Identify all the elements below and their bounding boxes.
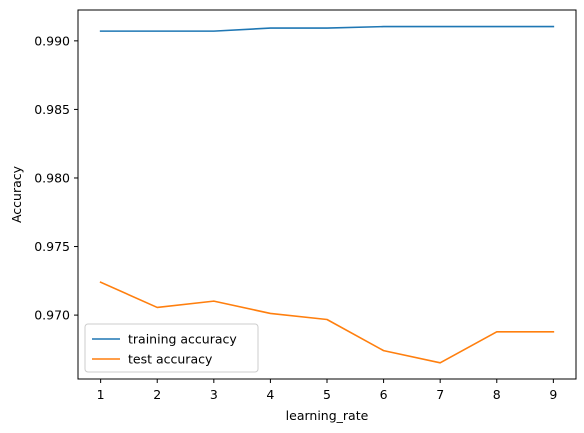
x-tick-label-7: 8 xyxy=(493,387,501,402)
y-tick-label-0: 0.970 xyxy=(34,308,70,323)
x-tick-label-0: 1 xyxy=(97,387,105,402)
x-axis: 1 2 3 4 5 6 7 8 9 xyxy=(97,379,557,402)
y-axis: 0.970 0.975 0.980 0.985 0.990 xyxy=(34,33,78,323)
x-tick-label-5: 6 xyxy=(380,387,388,402)
legend-label-1: test accuracy xyxy=(128,352,213,367)
series-line-1 xyxy=(99,281,555,364)
legend-label-0: training accuracy xyxy=(128,332,237,347)
series-line-0 xyxy=(99,25,555,32)
y-tick-label-3: 0.985 xyxy=(34,102,70,117)
plot-area xyxy=(78,10,576,379)
x-tick-label-4: 5 xyxy=(323,387,331,402)
x-tick-label-3: 4 xyxy=(266,387,274,402)
y-tick-label-4: 0.990 xyxy=(34,33,70,48)
series-layer xyxy=(99,25,555,364)
y-tick-label-1: 0.975 xyxy=(34,239,70,254)
x-tick-label-1: 2 xyxy=(153,387,161,402)
x-tick-label-6: 7 xyxy=(436,387,444,402)
plot-frame xyxy=(77,9,577,380)
legend: training accuracy test accuracy xyxy=(84,323,259,373)
y-axis-label: Accuracy xyxy=(9,165,24,223)
x-axis-label: learning_rate xyxy=(286,408,369,423)
x-tick-label-8: 9 xyxy=(549,387,557,402)
x-tick-label-2: 3 xyxy=(210,387,218,402)
legend-box xyxy=(84,323,259,373)
y-tick-label-2: 0.980 xyxy=(34,170,70,185)
